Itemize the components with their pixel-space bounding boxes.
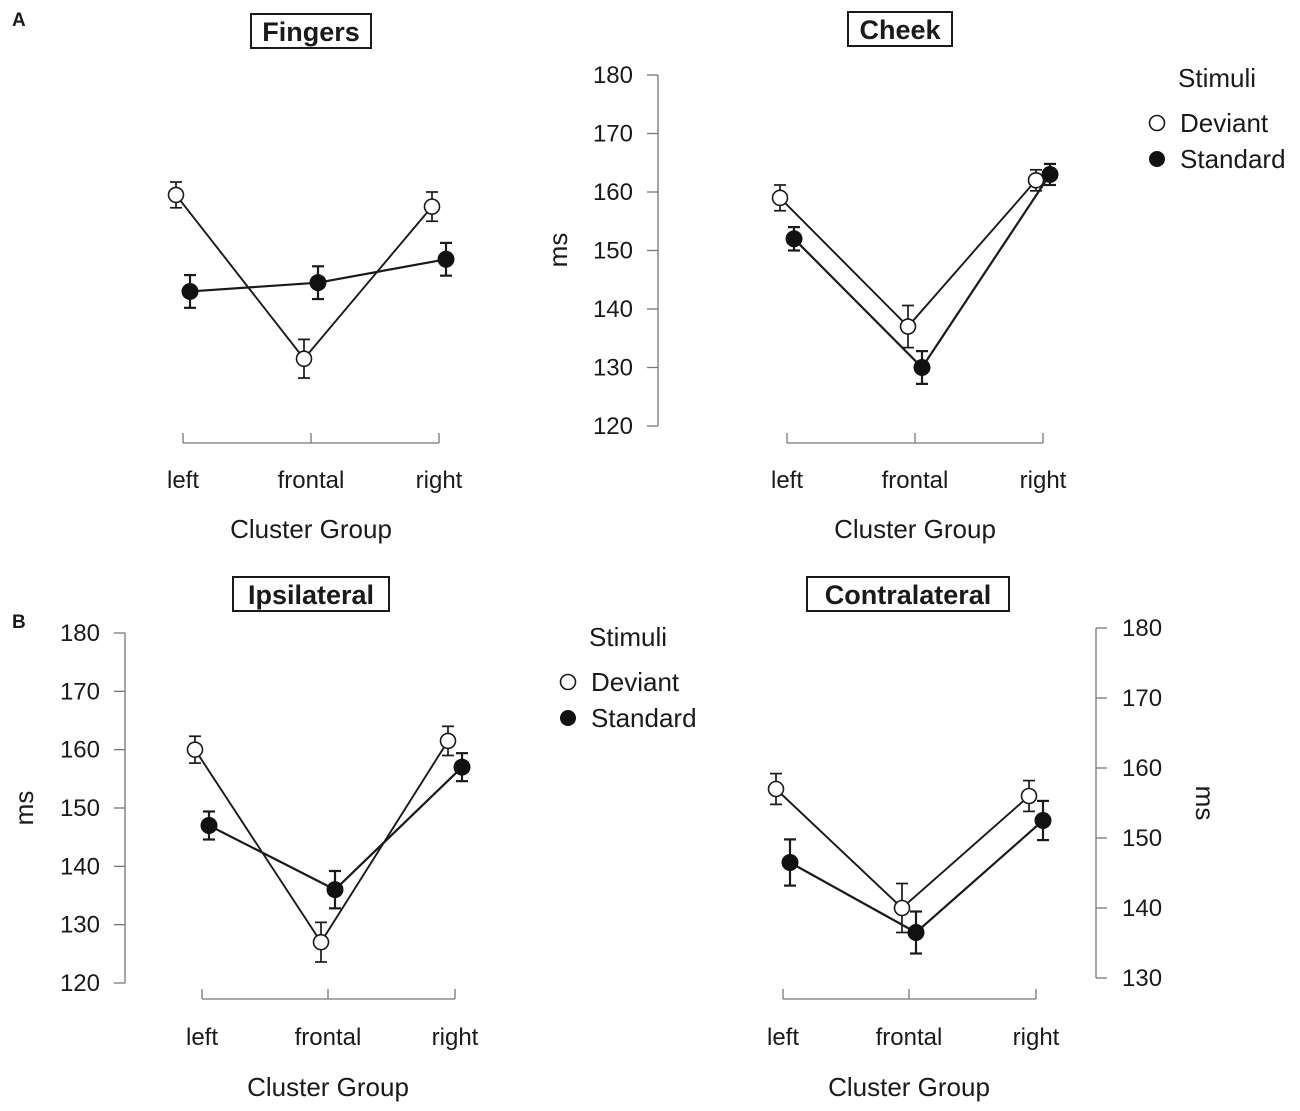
x-tick-label: right [1013, 1024, 1060, 1051]
data-point-deviant [312, 933, 330, 951]
y-tick-label: 150 [60, 795, 100, 822]
data-point-standard [326, 881, 344, 899]
y-tick-label: 170 [60, 678, 100, 705]
legend-middle: Stimuli Deviant Standard [559, 622, 697, 733]
series-line-deviant [175, 194, 433, 361]
legend-label-standard: Standard [1180, 144, 1286, 174]
legend-title: Stimuli [589, 622, 667, 652]
data-point-deviant [771, 189, 789, 207]
y-tick-label: 140 [1122, 895, 1162, 922]
chart-title: Contralateral [825, 580, 992, 610]
data-point-standard [913, 359, 931, 376]
legend-marker-standard-icon [1149, 151, 1165, 167]
y-tick-label: 180 [1122, 615, 1162, 642]
data-point-deviant [167, 186, 185, 204]
x-axis-title: Cluster Group [247, 1072, 409, 1102]
y-tick-label: 160 [1122, 755, 1162, 782]
x-tick-label: frontal [882, 467, 949, 494]
data-point-standard [309, 274, 327, 292]
data-point-deviant [295, 350, 313, 368]
title-box [806, 576, 1010, 612]
x-axis-title: Cluster Group [230, 514, 392, 544]
chart-cheek: Cheek left frontal right Cluster Group 180 170… [543, 11, 1067, 544]
y-tick-label: 150 [1122, 825, 1162, 852]
data-point-deviant [893, 899, 911, 917]
chart-title: Cheek [859, 15, 941, 45]
x-tick-label: left [167, 467, 199, 494]
y-tick-label: 140 [593, 296, 633, 323]
chart-ipsilateral: Ipsilateral left frontal right Cluster Group… [9, 576, 479, 1102]
x-axis-title: Cluster Group [834, 514, 996, 544]
y-tick-label: 170 [1122, 685, 1162, 712]
data-point-standard [1041, 165, 1059, 183]
legend-label-deviant: Deviant [1180, 108, 1269, 138]
y-tick-label: 180 [60, 620, 100, 647]
legend-marker-standard-icon [560, 710, 576, 726]
data-point-standard [1034, 812, 1052, 829]
data-point-standard [907, 924, 925, 941]
y-tick-label: 160 [593, 179, 633, 206]
data-point-standard [781, 854, 799, 871]
series-line-deviant [194, 740, 449, 944]
chart-contralateral: Contralateral left frontal right Cluster Gro… [767, 576, 1220, 1102]
y-tick-label: 130 [593, 355, 633, 382]
chart-fingers: Fingers left frontal right Cluster Group [167, 13, 463, 544]
y-tick-label: 120 [60, 970, 100, 997]
data-point-deviant [186, 741, 204, 758]
x-tick-label: right [432, 1024, 479, 1051]
data-point-standard [200, 817, 218, 834]
y-tick-label: 130 [1122, 965, 1162, 992]
chart-title: Ipsilateral [248, 580, 374, 610]
legend-marker-deviant-icon [1148, 114, 1166, 132]
data-point-deviant [439, 732, 457, 750]
y-tick-label: 120 [593, 413, 633, 440]
legend-label-standard: Standard [591, 703, 697, 733]
legend-label-deviant: Deviant [591, 667, 680, 697]
y-tick-label: 170 [593, 121, 633, 148]
y-tick-label: 150 [593, 238, 633, 265]
data-point-deviant [767, 780, 785, 798]
legend-marker-deviant-icon [559, 673, 577, 691]
title-box [250, 13, 372, 49]
x-tick-label: left [771, 467, 803, 494]
y-tick-label: 130 [60, 912, 100, 939]
series-line-standard [793, 173, 1051, 370]
x-tick-label: left [186, 1024, 218, 1051]
panel-letter-b: B [12, 612, 26, 633]
legend-title: Stimuli [1178, 63, 1256, 93]
data-point-standard [437, 250, 455, 268]
legend-top: Stimuli Deviant Standard [1148, 63, 1286, 174]
data-point-standard [181, 282, 199, 300]
x-tick-label: frontal [876, 1024, 943, 1051]
y-axis-title: ms [543, 233, 573, 268]
data-point-standard [785, 230, 803, 248]
panel-letter-a: A [12, 10, 26, 31]
x-tick-label: frontal [295, 1024, 362, 1051]
y-tick-label: 140 [60, 853, 100, 880]
y-axis-title: ms [9, 791, 39, 826]
x-axis-title: Cluster Group [828, 1072, 990, 1102]
data-point-deviant [1027, 172, 1045, 189]
title-box [847, 11, 953, 47]
data-point-deviant [423, 198, 441, 215]
data-point-standard [453, 758, 471, 776]
x-tick-label: left [767, 1024, 799, 1051]
x-tick-label: frontal [278, 467, 345, 494]
y-tick-label: 160 [60, 737, 100, 764]
title-box [232, 576, 390, 612]
y-axis-title: ms [1190, 786, 1220, 821]
x-tick-label: right [416, 467, 463, 494]
x-tick-label: right [1020, 467, 1067, 494]
data-point-deviant [1020, 787, 1038, 805]
chart-title: Fingers [262, 17, 360, 47]
data-point-deviant [899, 318, 917, 335]
y-tick-label: 180 [593, 62, 633, 89]
